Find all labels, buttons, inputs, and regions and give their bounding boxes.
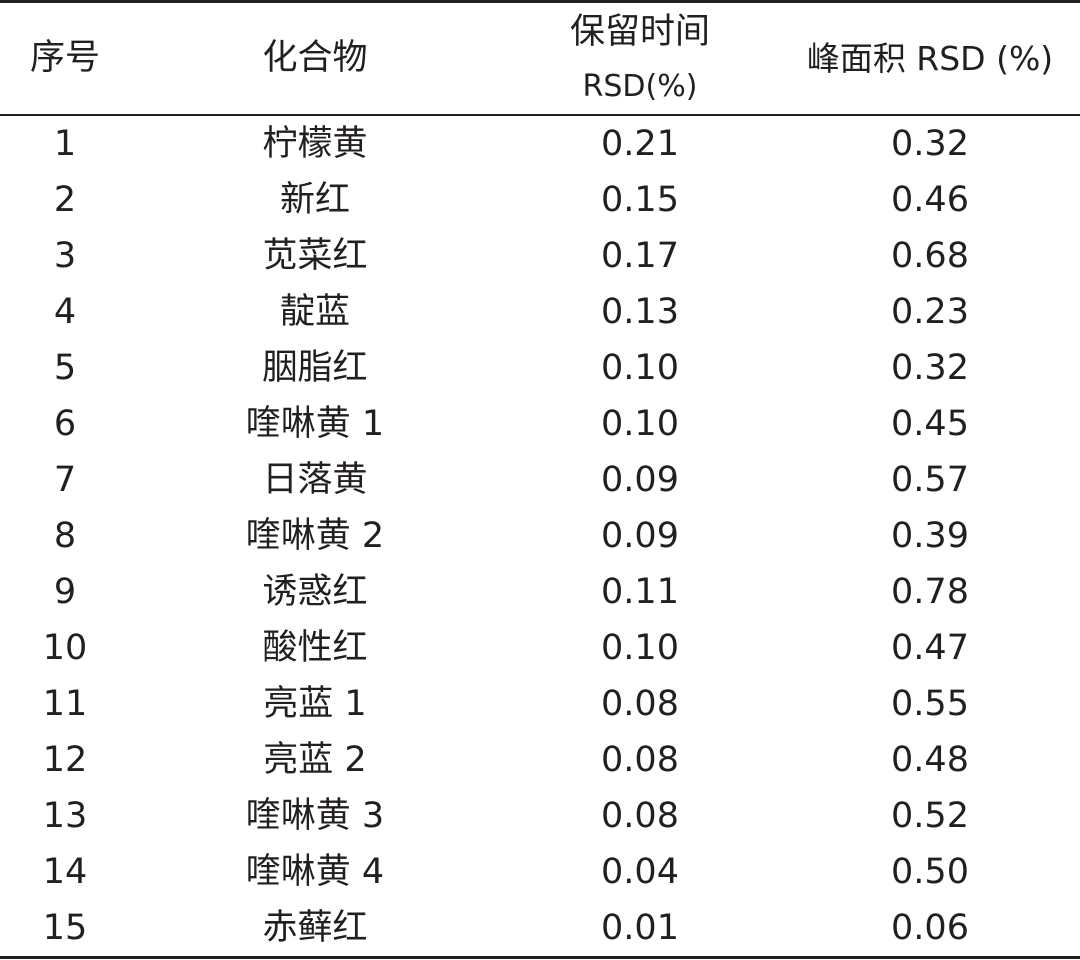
header-index: 序号	[29, 38, 100, 78]
header-retention-time-unit: RSD(%)	[582, 69, 698, 104]
cell-index: 5	[53, 347, 77, 388]
table-row: 5 胭脂红 0.10 0.32	[0, 340, 1080, 396]
cell-peak-area-rsd: 0.39	[891, 515, 969, 556]
cell-compound: 赤藓红	[262, 907, 368, 948]
cell-retention-time-rsd: 0.15	[601, 179, 679, 220]
cell-retention-time-rsd: 0.09	[601, 515, 679, 556]
cell-index: 6	[53, 403, 77, 444]
cell-index: 4	[53, 291, 77, 332]
cell-index: 14	[42, 851, 88, 892]
cell-compound: 新红	[279, 179, 350, 220]
table-header-rule	[0, 114, 1080, 116]
cell-index: 9	[53, 571, 77, 612]
cell-compound: 喹啉黄 4	[245, 851, 385, 892]
table-row: 10 酸性红 0.10 0.47	[0, 620, 1080, 676]
cell-peak-area-rsd: 0.32	[891, 123, 969, 164]
cell-compound: 酸性红	[262, 627, 368, 668]
cell-compound: 诱惑红	[262, 571, 368, 612]
header-retention-time-rsd: 保留时间 RSD(%)	[500, 3, 780, 114]
cell-compound: 柠檬黄	[262, 123, 368, 164]
header-compound: 化合物	[262, 38, 368, 78]
cell-compound: 喹啉黄 3	[245, 795, 385, 836]
cell-compound: 苋菜红	[262, 235, 368, 276]
cell-index: 1	[53, 123, 77, 164]
cell-peak-area-rsd: 0.45	[891, 403, 969, 444]
cell-index: 13	[42, 795, 88, 836]
table-row: 11 亮蓝 1 0.08 0.55	[0, 676, 1080, 732]
cell-retention-time-rsd: 0.01	[601, 907, 679, 948]
table-row: 14 喹啉黄 4 0.04 0.50	[0, 844, 1080, 900]
cell-retention-time-rsd: 0.10	[601, 627, 679, 668]
header-peak-area-rsd: 峰面积 RSD (%)	[806, 39, 1054, 78]
table-row: 2 新红 0.15 0.46	[0, 172, 1080, 228]
table-row: 3 苋菜红 0.17 0.68	[0, 228, 1080, 284]
table-row: 4 靛蓝 0.13 0.23	[0, 284, 1080, 340]
cell-compound: 亮蓝 2	[263, 739, 367, 780]
cell-peak-area-rsd: 0.23	[891, 291, 969, 332]
cell-index: 7	[53, 459, 77, 500]
header-retention-time-label: 保留时间	[569, 12, 710, 52]
cell-compound: 喹啉黄 1	[245, 403, 385, 444]
cell-peak-area-rsd: 0.55	[891, 683, 969, 724]
table-row: 9 诱惑红 0.11 0.78	[0, 564, 1080, 620]
table-top-rule	[0, 0, 1080, 3]
cell-retention-time-rsd: 0.11	[601, 571, 679, 612]
cell-peak-area-rsd: 0.48	[891, 739, 969, 780]
table-row: 13 喹啉黄 3 0.08 0.52	[0, 788, 1080, 844]
cell-index: 12	[42, 739, 88, 780]
cell-peak-area-rsd: 0.06	[891, 907, 969, 948]
cell-index: 11	[42, 683, 88, 724]
cell-index: 10	[42, 627, 88, 668]
table-row: 7 日落黄 0.09 0.57	[0, 452, 1080, 508]
cell-retention-time-rsd: 0.09	[601, 459, 679, 500]
cell-retention-time-rsd: 0.21	[601, 123, 679, 164]
cell-index: 2	[53, 179, 77, 220]
cell-peak-area-rsd: 0.52	[891, 795, 969, 836]
table-row: 12 亮蓝 2 0.08 0.48	[0, 732, 1080, 788]
cell-index: 8	[53, 515, 77, 556]
cell-peak-area-rsd: 0.50	[891, 851, 969, 892]
table-header: 序号 化合物 保留时间 RSD(%) 峰面积 RSD (%)	[0, 3, 1080, 114]
cell-retention-time-rsd: 0.13	[601, 291, 679, 332]
cell-peak-area-rsd: 0.57	[891, 459, 969, 500]
cell-compound: 胭脂红	[262, 347, 368, 388]
cell-compound: 亮蓝 1	[263, 683, 367, 724]
cell-peak-area-rsd: 0.68	[891, 235, 969, 276]
cell-compound: 日落黄	[262, 459, 368, 500]
cell-compound: 靛蓝	[279, 291, 350, 332]
table-row: 1 柠檬黄 0.21 0.32	[0, 116, 1080, 172]
cell-peak-area-rsd: 0.46	[891, 179, 969, 220]
cell-retention-time-rsd: 0.08	[601, 683, 679, 724]
table-body: 1 柠檬黄 0.21 0.32 2 新红 0.15 0.46 3 苋菜红 0.17 0.68 4 靛蓝 0.…	[0, 116, 1080, 956]
cell-peak-area-rsd: 0.78	[891, 571, 969, 612]
table-bottom-rule	[0, 956, 1080, 959]
cell-retention-time-rsd: 0.04	[601, 851, 679, 892]
cell-index: 3	[53, 235, 77, 276]
cell-retention-time-rsd: 0.10	[601, 347, 679, 388]
cell-retention-time-rsd: 0.10	[601, 403, 679, 444]
cell-retention-time-rsd: 0.08	[601, 739, 679, 780]
cell-retention-time-rsd: 0.17	[601, 235, 679, 276]
cell-retention-time-rsd: 0.08	[601, 795, 679, 836]
cell-peak-area-rsd: 0.32	[891, 347, 969, 388]
table-row: 6 喹啉黄 1 0.10 0.45	[0, 396, 1080, 452]
cell-index: 15	[42, 907, 88, 948]
cell-peak-area-rsd: 0.47	[891, 627, 969, 668]
table-row: 8 喹啉黄 2 0.09 0.39	[0, 508, 1080, 564]
cell-compound: 喹啉黄 2	[245, 515, 385, 556]
table-row: 15 赤藓红 0.01 0.06	[0, 900, 1080, 956]
